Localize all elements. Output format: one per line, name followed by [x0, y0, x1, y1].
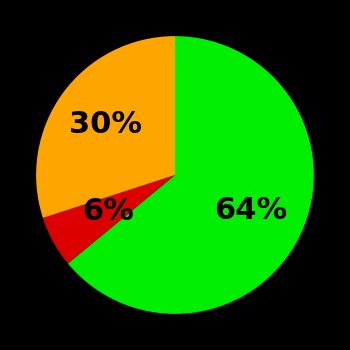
- Wedge shape: [36, 36, 175, 218]
- Wedge shape: [43, 175, 175, 264]
- Wedge shape: [68, 36, 314, 314]
- Text: 64%: 64%: [214, 196, 287, 225]
- Text: 30%: 30%: [69, 110, 142, 139]
- Text: 6%: 6%: [82, 197, 134, 226]
